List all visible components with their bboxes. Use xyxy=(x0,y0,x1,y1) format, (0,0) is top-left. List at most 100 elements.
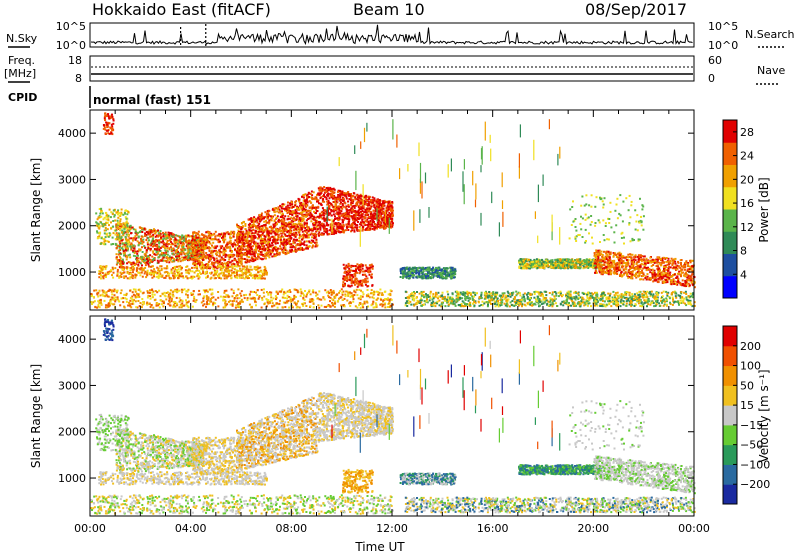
power-cell xyxy=(289,204,292,207)
power-cell xyxy=(159,238,162,241)
power-cell xyxy=(190,235,193,238)
power-cell xyxy=(305,234,308,237)
power-cell xyxy=(101,268,104,271)
power-cell xyxy=(225,245,228,247)
power-cell xyxy=(280,206,283,209)
power-cell xyxy=(261,273,264,276)
power-cell xyxy=(111,266,114,269)
power-cell xyxy=(300,235,303,238)
power-cell xyxy=(178,275,181,277)
power-cell xyxy=(305,240,308,243)
power-cell xyxy=(232,235,235,238)
power-cell xyxy=(289,246,292,249)
power-cell xyxy=(348,267,351,270)
power-cell xyxy=(353,283,356,286)
power-cell xyxy=(270,227,273,230)
power-cell xyxy=(122,234,125,237)
power-cell xyxy=(281,212,284,215)
nave-tick-top: 60 xyxy=(708,54,722,67)
power-cell xyxy=(100,215,103,218)
power-cell xyxy=(122,262,125,265)
power-cell xyxy=(216,234,219,237)
power-cell xyxy=(176,234,179,237)
power-cell xyxy=(364,208,367,211)
power-cell xyxy=(105,212,108,215)
power-cell xyxy=(241,268,244,271)
power-cell xyxy=(348,220,351,223)
power-cell xyxy=(118,240,121,243)
power-cell xyxy=(196,262,199,265)
power-cell xyxy=(356,217,359,219)
power-cell xyxy=(257,271,260,274)
power-cell xyxy=(338,226,341,229)
power-cell xyxy=(118,251,121,254)
power-cell xyxy=(289,235,292,237)
power-cell xyxy=(126,277,129,280)
power-cell xyxy=(351,195,354,198)
power-cell xyxy=(325,187,328,189)
power-cell xyxy=(257,253,260,256)
power-cell xyxy=(284,215,287,218)
power-cell xyxy=(223,269,226,272)
cpid-label: CPID xyxy=(8,91,37,104)
power-cell xyxy=(288,241,291,244)
power-cell xyxy=(232,271,235,274)
power-cell xyxy=(166,241,169,244)
power-cell xyxy=(303,248,306,251)
power-cell xyxy=(111,225,114,228)
power-cell xyxy=(123,277,126,279)
power-cell xyxy=(370,276,373,279)
power-cell xyxy=(310,239,313,242)
power-cell xyxy=(263,235,266,238)
power-cell xyxy=(145,231,148,233)
power-cell xyxy=(186,277,189,280)
power-cell xyxy=(163,271,166,274)
power-cell xyxy=(216,266,219,269)
power-cell xyxy=(246,252,249,255)
power-cell xyxy=(168,248,171,251)
power-cell xyxy=(262,255,265,258)
power-cell xyxy=(322,214,325,217)
power-cell xyxy=(174,244,177,247)
power-cell xyxy=(164,247,166,250)
power-cell xyxy=(116,259,119,262)
power-cell xyxy=(201,233,203,236)
power-cell xyxy=(252,217,255,220)
power-cell xyxy=(195,239,198,242)
power-cell xyxy=(146,241,149,244)
power-cell xyxy=(371,284,374,287)
power-cell xyxy=(328,197,331,200)
power-cell xyxy=(141,264,143,267)
power-cell xyxy=(208,272,211,274)
power-cell xyxy=(160,259,163,262)
power-cell xyxy=(158,239,161,242)
power-cell xyxy=(202,238,205,241)
power-cell xyxy=(119,271,122,274)
power-cell xyxy=(126,230,129,233)
power-cell xyxy=(199,271,201,274)
power-cell xyxy=(282,243,285,246)
power-cell xyxy=(378,199,381,202)
power-cell xyxy=(170,238,173,241)
power-cell xyxy=(301,214,304,217)
power-cell xyxy=(273,225,276,228)
power-cell xyxy=(204,273,207,276)
power-cell xyxy=(386,214,389,216)
power-cell xyxy=(266,228,269,231)
power-cell xyxy=(122,225,125,228)
power-cell xyxy=(151,231,154,234)
power-cell xyxy=(252,221,255,224)
power-cell xyxy=(246,250,249,253)
power-cell xyxy=(308,217,311,220)
power-cell xyxy=(198,241,201,244)
power-cell xyxy=(218,261,221,264)
power-cell xyxy=(261,225,264,227)
power-cell xyxy=(251,245,254,248)
power-cell xyxy=(203,238,206,241)
power-cell xyxy=(258,277,261,279)
power-cell xyxy=(389,213,392,216)
power-cell xyxy=(175,255,177,258)
power-cell xyxy=(152,237,155,240)
power-cell xyxy=(361,264,364,267)
power-cell xyxy=(248,273,251,276)
